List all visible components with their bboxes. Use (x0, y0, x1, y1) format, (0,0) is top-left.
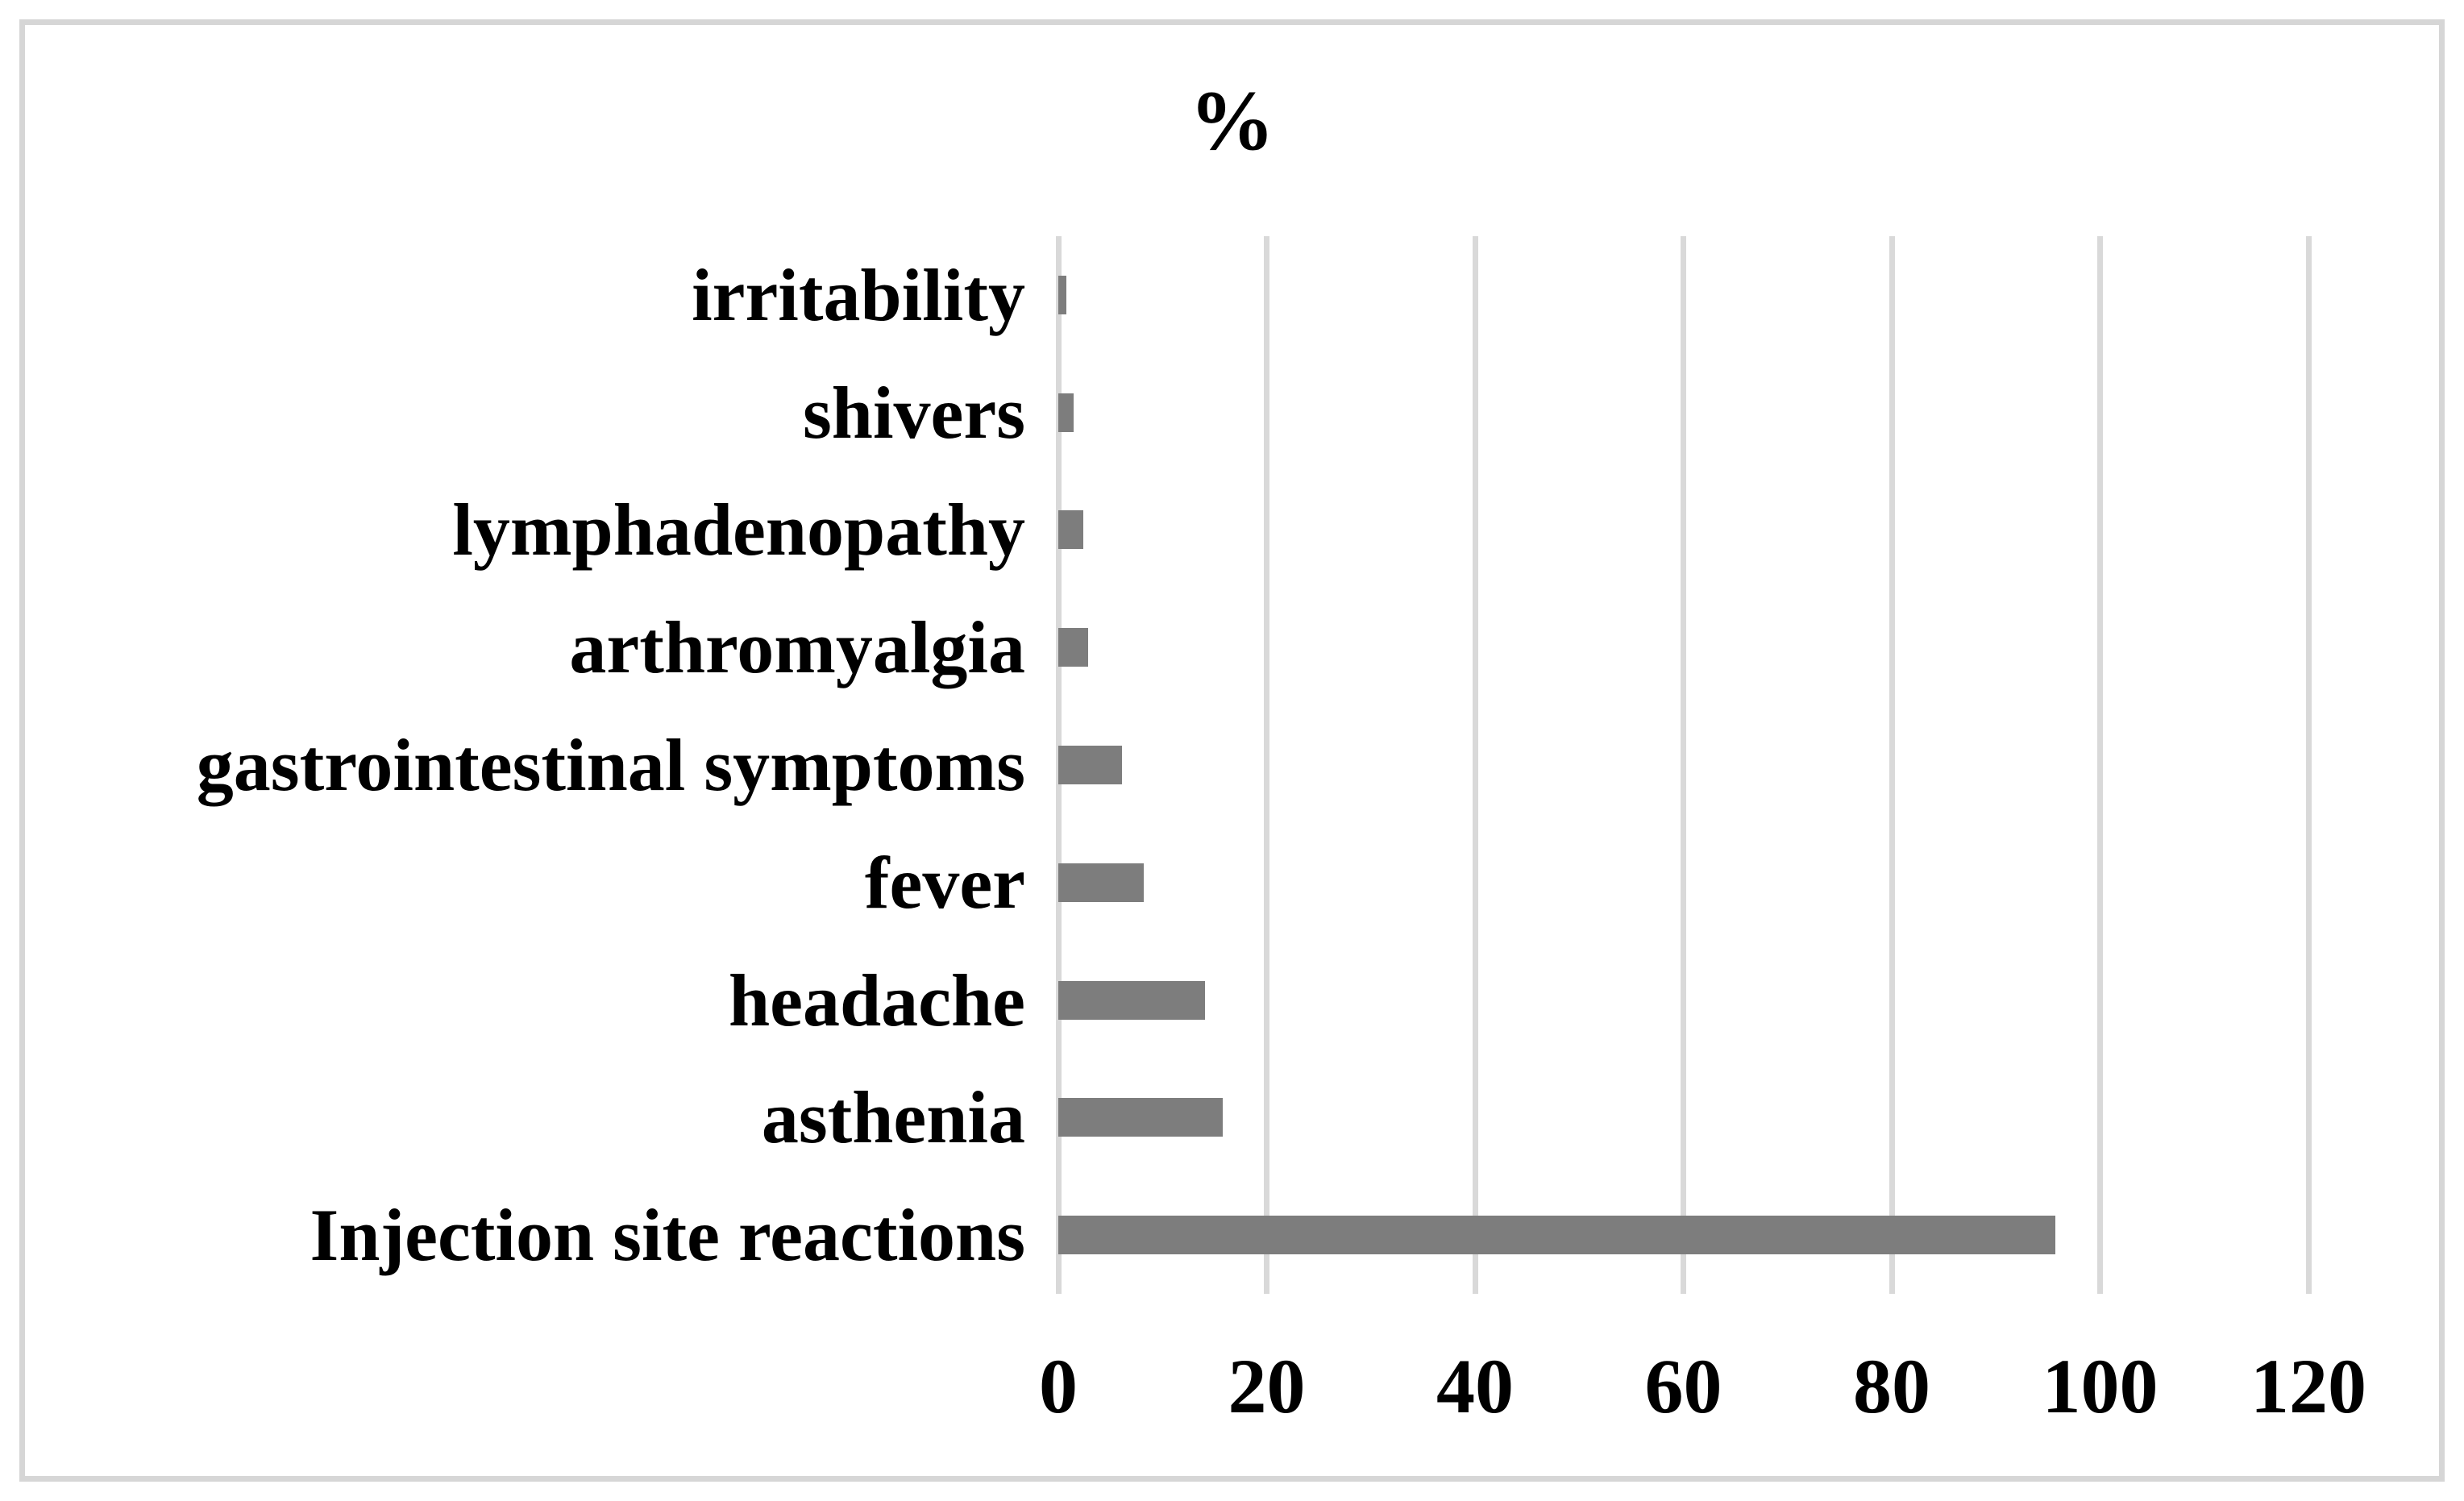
gridline-x-120 (2305, 236, 2312, 1294)
bar-injection-site-reactions (1058, 1216, 2055, 1255)
x-tick-label-20: 20 (1228, 1343, 1306, 1429)
gridline-x-40 (1472, 236, 1478, 1294)
bar-headache (1058, 980, 1206, 1020)
bar-lymphadenopathy (1058, 510, 1084, 550)
gridline-x-100 (2097, 236, 2103, 1294)
category-label-asthenia: asthenia (761, 1076, 1025, 1159)
category-label-shivers: shivers (803, 371, 1025, 454)
chart-title: % (1189, 73, 1275, 168)
gridline-x-60 (1681, 236, 1686, 1294)
x-tick-label-80: 80 (1853, 1343, 1930, 1429)
gridline-x-80 (1889, 236, 1895, 1294)
bar-fever (1058, 863, 1144, 902)
x-tick-label-120: 120 (2250, 1343, 2366, 1429)
bar-gastrointestinal-symptoms (1058, 746, 1122, 784)
bar-shivers (1058, 393, 1074, 432)
category-label-headache: headache (729, 958, 1025, 1042)
category-axis: irritability shivers lymphadenopathy arthro… (0, 236, 1025, 1294)
category-label-gastrointestinal-symptoms: gastrointestinal symptoms (196, 723, 1025, 806)
x-tick-label-100: 100 (2042, 1343, 2159, 1429)
category-label-fever: fever (864, 841, 1025, 924)
bar-asthenia (1058, 1098, 1224, 1137)
gridline-x-20 (1264, 236, 1269, 1294)
bar-irritability (1058, 275, 1067, 314)
bar-arthromyalgia (1058, 628, 1089, 667)
x-tick-label-0: 0 (1039, 1343, 1078, 1429)
category-label-injection-site-reactions: Injection site reactions (310, 1194, 1025, 1277)
category-label-arthromyalgia: arthromyalgia (569, 606, 1025, 689)
category-label-irritability: irritability (692, 253, 1025, 336)
category-label-lymphadenopathy: lymphadenopathy (452, 489, 1025, 572)
x-tick-label-40: 40 (1436, 1343, 1514, 1429)
value-axis: 0 20 40 60 80 100 120 (1039, 1322, 2366, 1451)
x-tick-label-60: 60 (1644, 1343, 1722, 1429)
plot-area (1055, 236, 2312, 1294)
